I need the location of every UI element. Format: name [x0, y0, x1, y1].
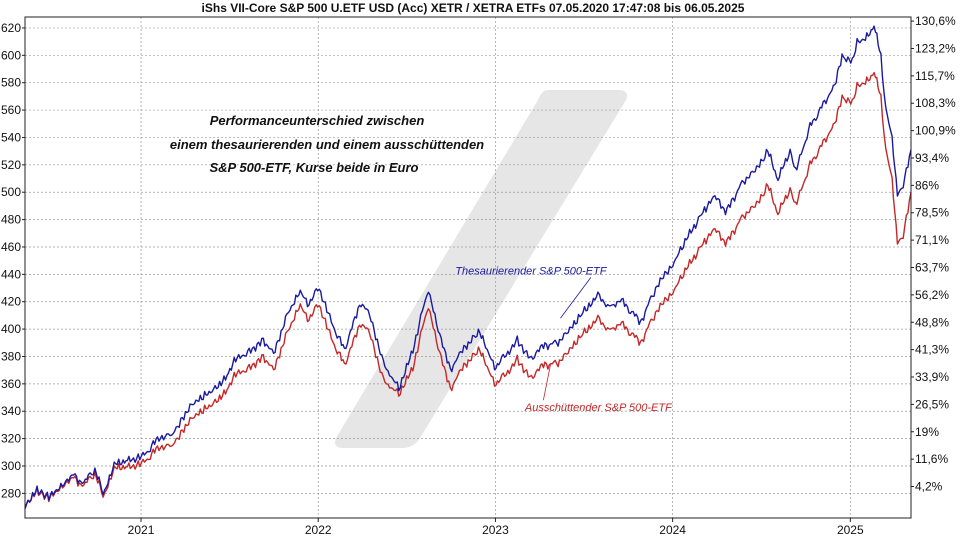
annotation-line-1: Performanceunterschied zwischen — [210, 113, 425, 128]
x-tick-label: 2021 — [128, 523, 155, 537]
series-labels: Thesaurierender S&P 500-ETF Ausschüttende… — [455, 265, 673, 414]
right-tick-label: 48,8% — [915, 315, 949, 329]
y-tick-label: 520 — [1, 158, 21, 172]
y-tick-label: 500 — [1, 185, 21, 199]
label-ausschuettend: Ausschüttender S&P 500-ETF — [524, 402, 673, 414]
y-tick-label: 300 — [1, 459, 21, 473]
y-axis-left: 280 300 320 340 360 380 400 420 440 460 480 500 520 5… — [1, 21, 25, 500]
right-tick-label: 33,9% — [915, 370, 949, 384]
leader-line — [542, 363, 552, 401]
series-layer — [24, 25, 912, 509]
right-tick-label: 78,5% — [915, 206, 949, 220]
series-line-thesaurierend — [24, 25, 912, 509]
y-tick-label: 320 — [1, 432, 21, 446]
right-tick-label: 11,6% — [915, 452, 948, 466]
y-tick-label: 420 — [1, 295, 21, 309]
y-tick-label: 400 — [1, 322, 21, 336]
y-tick-label: 540 — [1, 130, 21, 144]
right-tick-label: 19% — [915, 425, 939, 439]
grid — [25, 17, 911, 518]
right-tick-label: 56,2% — [915, 288, 949, 302]
right-tick-label: 130,6% — [915, 14, 956, 28]
label-thesaurierend: Thesaurierender S&P 500-ETF — [455, 265, 607, 277]
leader-line — [560, 277, 592, 319]
right-tick-label: 123,2% — [915, 41, 956, 55]
x-tick-label: 2023 — [482, 523, 509, 537]
series-line-ausschuettend — [24, 71, 912, 509]
right-tick-label: 26,5% — [915, 397, 949, 411]
annotation-line-3: S&P 500-ETF, Kurse beide in Euro — [209, 160, 418, 175]
y-tick-label: 620 — [1, 21, 21, 35]
y-tick-label: 600 — [1, 48, 21, 62]
right-tick-label: 100,9% — [915, 124, 956, 138]
x-tick-label: 2024 — [659, 523, 686, 537]
right-tick-label: 108,3% — [915, 96, 956, 110]
chart-title: iShs VII-Core S&P 500 U.ETF USD (Acc) XE… — [202, 1, 745, 15]
watermark-logo — [335, 90, 627, 448]
x-tick-label: 2022 — [305, 523, 332, 537]
y-tick-label: 360 — [1, 377, 21, 391]
x-axis: 2021 2022 2023 2024 2025 — [128, 518, 864, 537]
y-axis-right: 4,2% 11,6% 19% 26,5% 33,9% 41,3% 48,8% 56,2% 63,… — [911, 14, 956, 494]
y-tick-label: 560 — [1, 103, 21, 117]
y-tick-label: 280 — [1, 486, 21, 500]
annotation-line-2: einem thesaurierenden und einem ausschüt… — [170, 137, 484, 152]
right-tick-label: 63,7% — [915, 261, 949, 275]
y-tick-label: 580 — [1, 76, 21, 90]
right-tick-label: 86% — [915, 178, 939, 192]
y-tick-label: 340 — [1, 404, 21, 418]
y-tick-label: 380 — [1, 349, 21, 363]
right-tick-label: 71,1% — [915, 233, 949, 247]
y-tick-label: 460 — [1, 240, 21, 254]
right-tick-label: 115,7% — [915, 69, 955, 83]
watermark-shape — [335, 90, 627, 448]
right-tick-label: 4,2% — [915, 480, 943, 494]
y-tick-label: 440 — [1, 267, 21, 281]
y-tick-label: 480 — [1, 213, 21, 227]
right-tick-label: 41,3% — [915, 343, 949, 357]
x-tick-label: 2025 — [837, 523, 864, 537]
right-tick-label: 93,4% — [915, 151, 949, 165]
